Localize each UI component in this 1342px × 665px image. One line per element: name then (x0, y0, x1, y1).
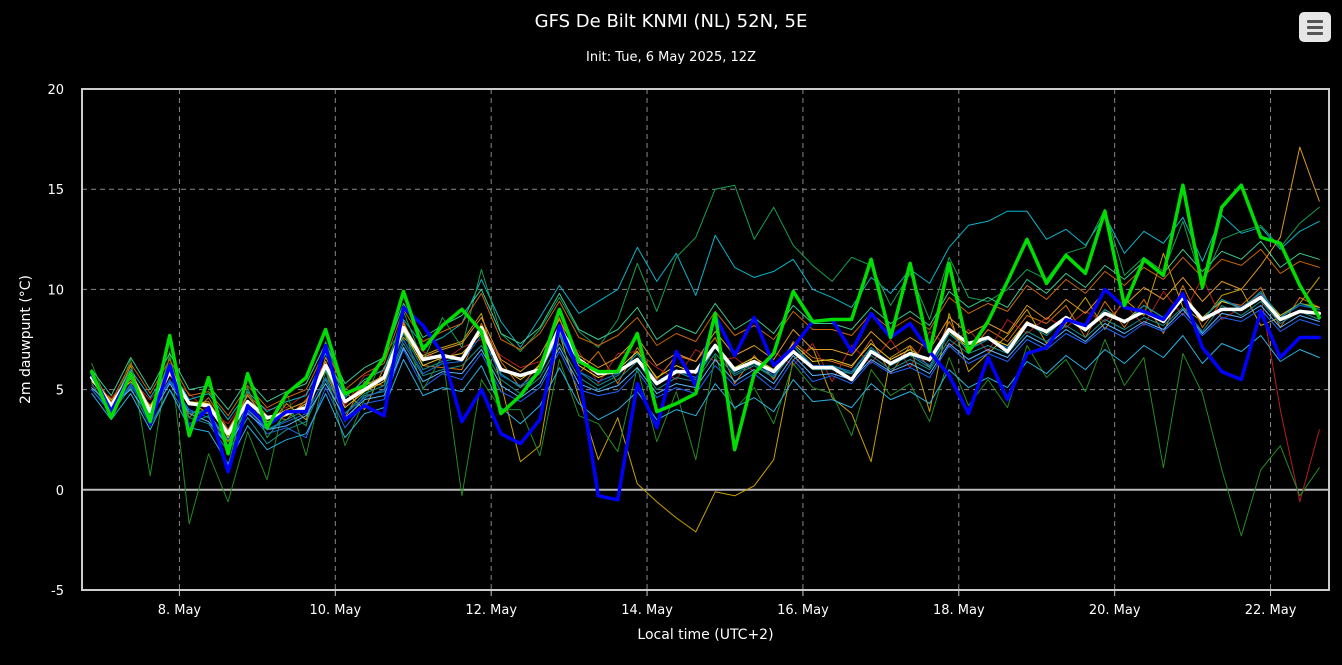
series-line-14 (91, 248, 1320, 417)
chart-title: GFS De Bilt KNMI (NL) 52N, 5E (534, 11, 808, 32)
x-tick-label: 16. May (777, 603, 829, 618)
x-tick-label: 14. May (621, 603, 673, 618)
y-axis-title: 2m dauwpunt (°C) (18, 275, 34, 404)
x-tick-label: 18. May (933, 603, 985, 618)
y-tick-label: 15 (47, 183, 64, 198)
series-line-7 (91, 308, 1320, 449)
x-tick-label: 20. May (1089, 603, 1141, 618)
series-line-11 (91, 327, 1320, 537)
series-line-2 (89, 287, 1322, 502)
y-tick-label: 20 (47, 83, 64, 98)
y-tick-label: 0 (56, 484, 64, 499)
series-line-8 (91, 210, 1320, 421)
x-tick-label: 12. May (465, 603, 517, 618)
series-line-13 (91, 304, 1320, 447)
x-tick-label: 8. May (158, 603, 202, 618)
plot-area-border (81, 88, 1330, 591)
series-line-15 (91, 335, 1320, 465)
y-tick-label: 10 (47, 283, 64, 298)
chart-subtitle: Init: Tue, 6 May 2025, 12Z (586, 50, 756, 65)
x-tick-label: 22. May (1245, 603, 1297, 618)
hamburger-menu-icon[interactable] (1299, 12, 1331, 42)
series-line-9 (91, 184, 1320, 467)
x-axis-title: Local time (UTC+2) (637, 627, 773, 643)
series-line-3 (89, 183, 1322, 456)
series-line-10 (91, 300, 1320, 453)
x-tick-label: 10. May (309, 603, 361, 618)
y-tick-label: 5 (56, 384, 64, 399)
y-tick-label: -5 (51, 584, 64, 599)
